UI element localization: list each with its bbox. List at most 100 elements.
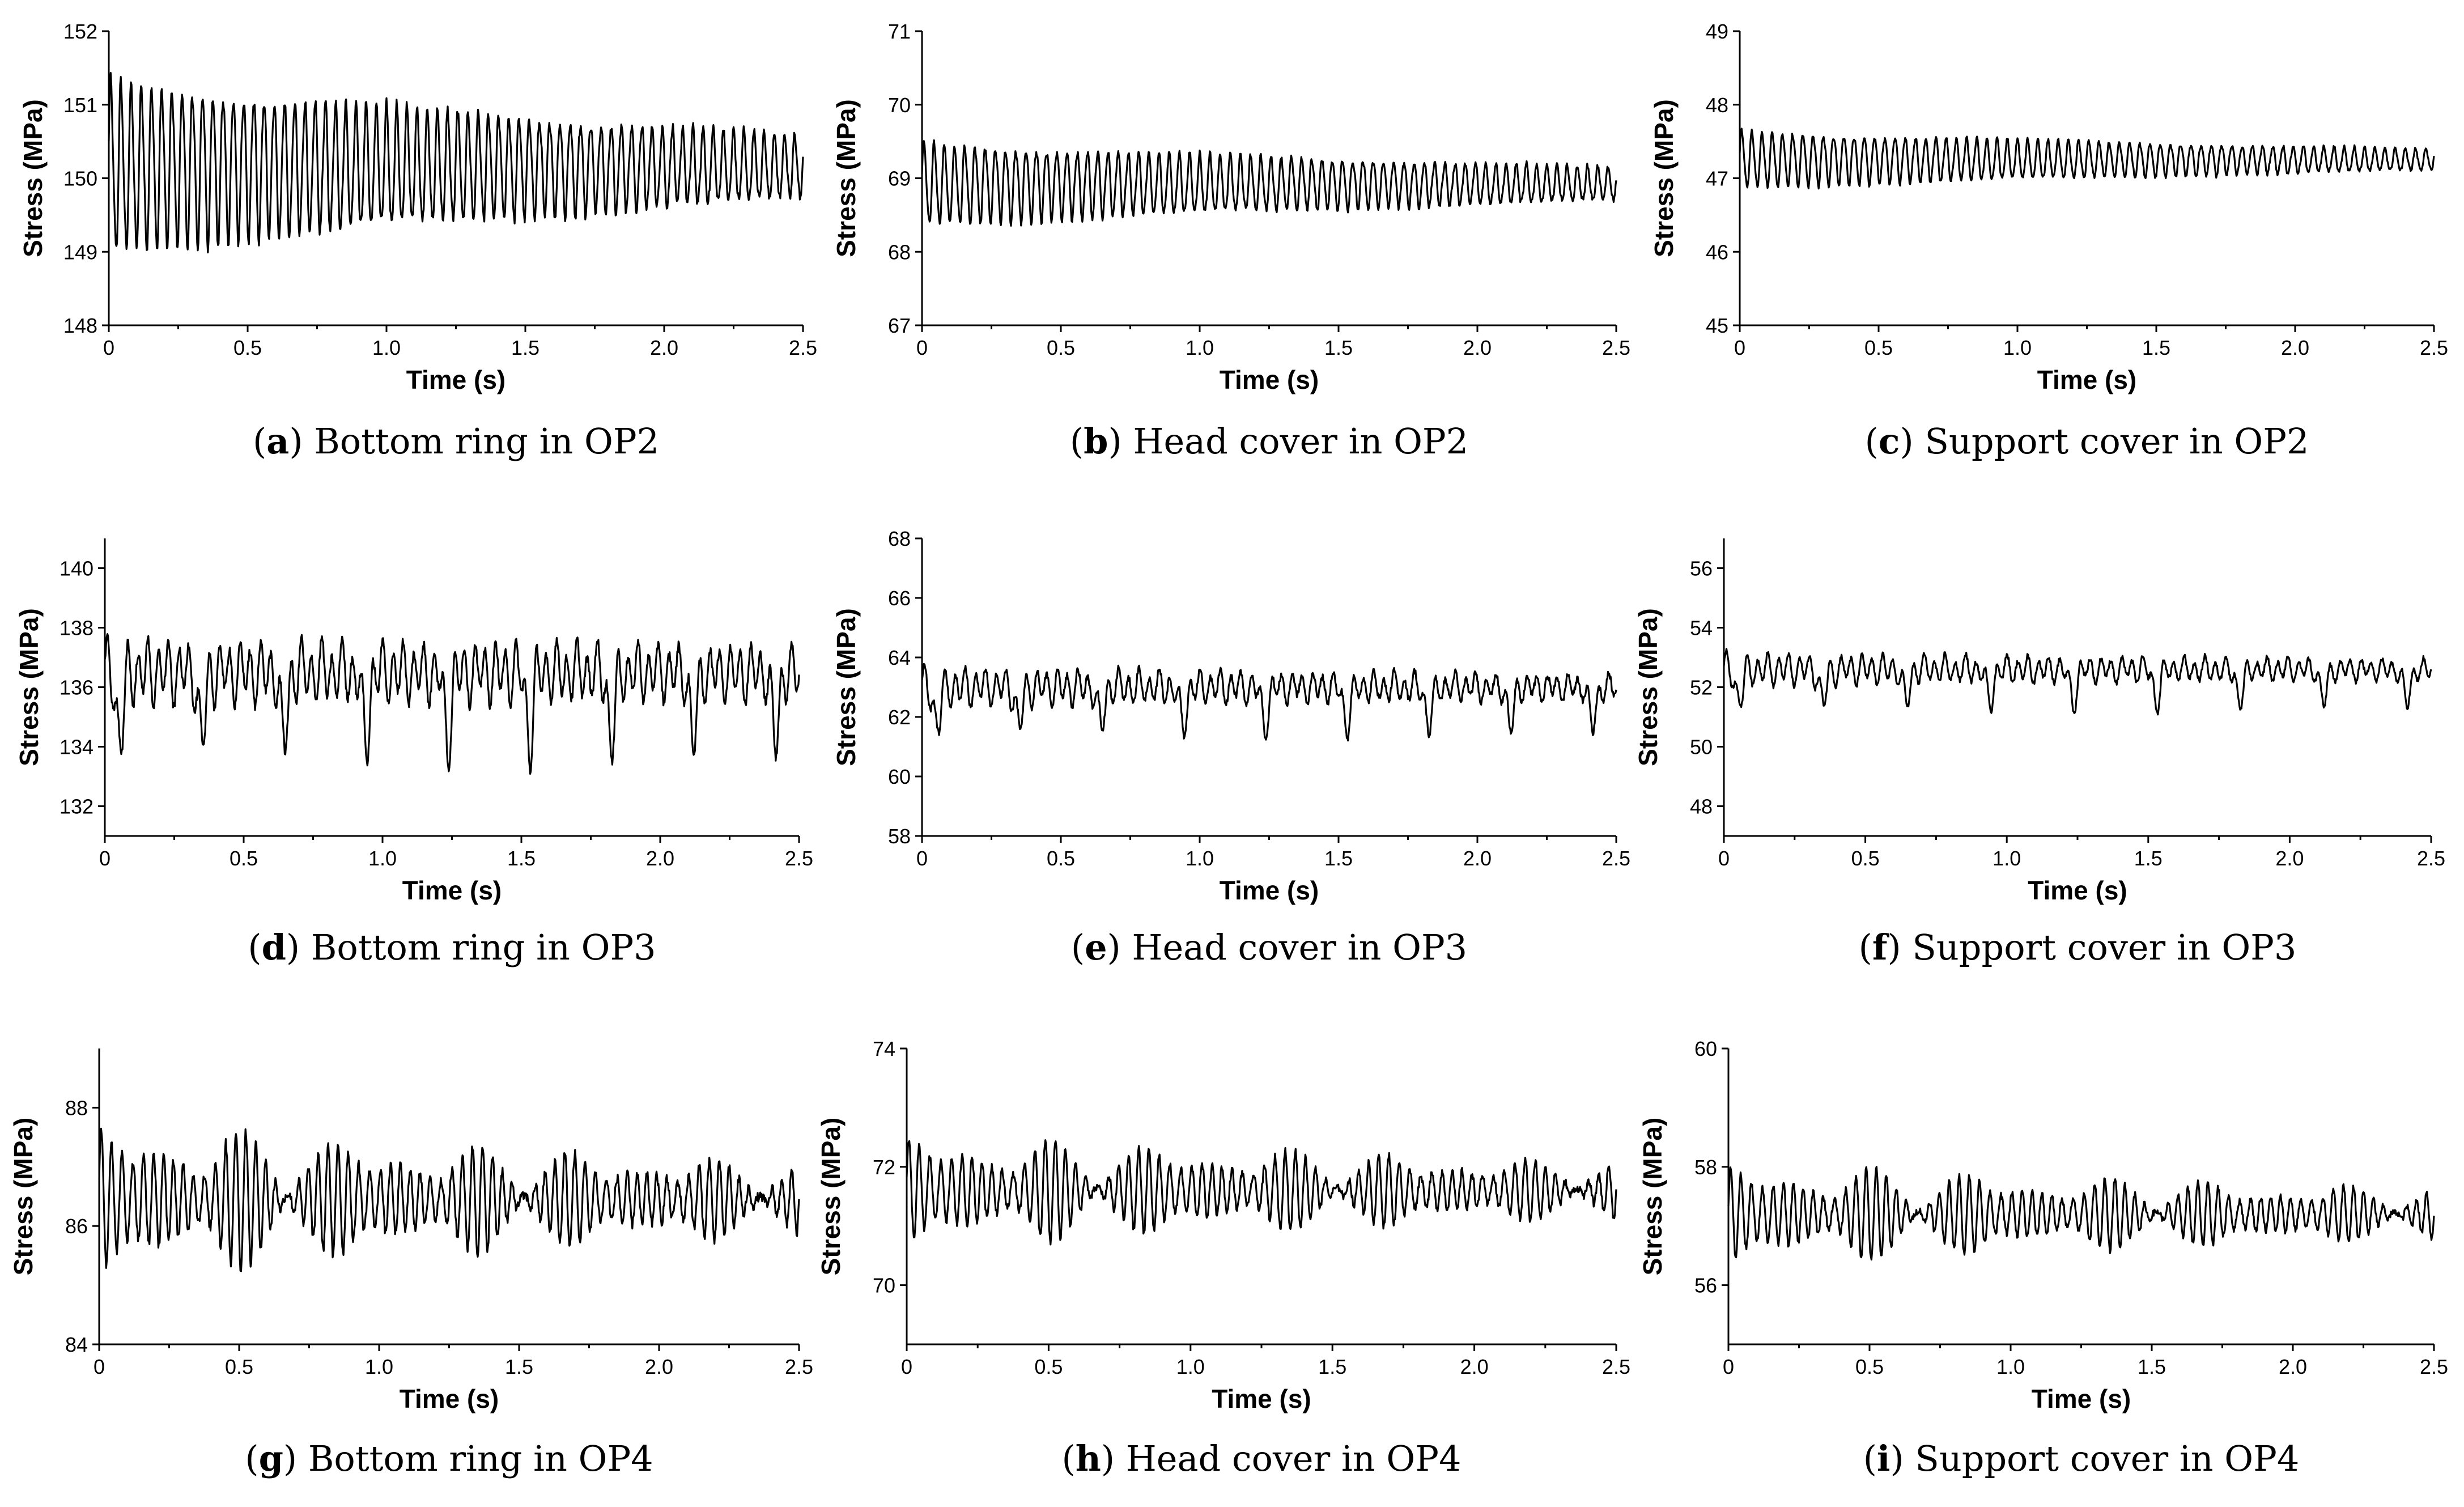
- stress-series-line: [104, 633, 800, 775]
- caption-text: Head cover in OP4: [1126, 1438, 1462, 1479]
- y-tick-label: 47: [1706, 167, 1728, 190]
- x-tick-label: 0: [103, 336, 114, 359]
- y-tick-label: 49: [1706, 20, 1728, 43]
- caption-letter: h: [1076, 1438, 1101, 1479]
- y-tick-label: 48: [1706, 94, 1728, 117]
- caption-paren-close: ): [1890, 1438, 1915, 1479]
- caption-text: Bottom ring in OP2: [314, 421, 659, 462]
- x-tick-label: 2.5: [785, 847, 813, 870]
- x-axis-label: Time (s): [1212, 1384, 1311, 1413]
- caption-paren-close: ): [1108, 421, 1133, 462]
- panel-caption: (d) Bottom ring in OP3: [248, 927, 656, 968]
- x-tick-label: 0: [94, 1355, 105, 1378]
- y-tick-label: 136: [60, 676, 94, 699]
- x-tick-label: 1.5: [507, 847, 536, 870]
- x-tick-label: 0.5: [1047, 336, 1075, 359]
- x-tick-label: 1.5: [1324, 336, 1353, 359]
- y-axis-label: Stress (MPa): [831, 99, 861, 257]
- y-tick-label: 69: [888, 167, 911, 190]
- caption-letter: b: [1084, 421, 1108, 462]
- y-tick-label: 54: [1690, 617, 1713, 640]
- x-tick-label: 2.5: [2420, 336, 2448, 359]
- y-tick-label: 70: [888, 94, 911, 117]
- panel-caption: (e) Head cover in OP3: [1071, 927, 1467, 968]
- y-tick-label: 140: [60, 557, 94, 580]
- caption-letter: g: [259, 1438, 283, 1479]
- caption-paren-open: (: [1070, 421, 1084, 462]
- x-tick-label: 2.5: [785, 1355, 813, 1378]
- x-tick-label: 0.5: [1851, 847, 1880, 870]
- panel-caption: (g) Bottom ring in OP4: [245, 1438, 653, 1479]
- y-tick-label: 66: [888, 587, 911, 610]
- y-tick-label: 72: [873, 1156, 895, 1179]
- y-tick-label: 56: [1690, 557, 1713, 580]
- y-tick-label: 68: [888, 240, 911, 264]
- x-tick-label: 2.0: [1463, 847, 1492, 870]
- stress-series-line: [1727, 1166, 2435, 1261]
- caption-letter: d: [262, 927, 286, 968]
- caption-paren-close: ): [283, 1438, 308, 1479]
- y-tick-label: 138: [60, 617, 94, 640]
- panel-caption: (a) Bottom ring in OP2: [253, 421, 659, 462]
- x-axis-label: Time (s): [406, 365, 506, 394]
- y-axis-label: Stress (MPa): [831, 608, 861, 766]
- y-axis-label: Stress (MPa): [816, 1118, 846, 1276]
- y-axis-label: Stress (MPa): [9, 1118, 38, 1276]
- x-axis-label: Time (s): [2037, 365, 2137, 394]
- y-tick-label: 88: [65, 1096, 88, 1119]
- x-tick-label: 0: [1723, 1355, 1734, 1378]
- x-tick-label: 0: [901, 1355, 912, 1378]
- caption-letter: c: [1879, 421, 1900, 462]
- panel-i: 0 0.5 1.0 1.5 2.0 2.5 56 58 60 Time (s) Stress (MP…: [1638, 1037, 2448, 1479]
- panel-caption: (f) Support cover in OP3: [1859, 927, 2297, 968]
- caption-paren-open: (: [1062, 1438, 1076, 1479]
- x-tick-label: 0: [916, 847, 928, 870]
- caption-letter: f: [1872, 927, 1889, 968]
- y-tick-label: 58: [888, 825, 911, 848]
- y-tick-label: 149: [63, 240, 97, 264]
- x-tick-label: 1.0: [2003, 336, 2032, 359]
- x-tick-label: 2.0: [1460, 1355, 1489, 1378]
- x-tick-label: 2.0: [2275, 847, 2304, 870]
- y-tick-label: 132: [60, 795, 94, 818]
- y-tick-label: 58: [1694, 1156, 1717, 1179]
- y-axis-label: Stress (MPa): [18, 99, 48, 257]
- stress-series-line: [108, 72, 804, 254]
- x-tick-label: 2.5: [2420, 1355, 2448, 1378]
- panel-e: 0 0.5 1.0 1.5 2.0 2.5 58 60 62 64 66 68 Time (s) Stre…: [831, 527, 1630, 968]
- y-tick-label: 48: [1690, 795, 1713, 818]
- x-tick-label: 2.0: [1463, 336, 1492, 359]
- x-tick-label: 1.5: [2142, 336, 2170, 359]
- caption-paren-open: (: [245, 1438, 258, 1479]
- x-tick-label: 0.5: [1855, 1355, 1884, 1378]
- y-tick-label: 64: [888, 646, 911, 669]
- x-axis-label: Time (s): [1220, 365, 1319, 394]
- caption-text: Support cover in OP3: [1912, 927, 2296, 968]
- panel-d: 0 0.5 1.0 1.5 2.0 2.5 132 134 136 138 140 Time (s) S…: [14, 538, 813, 968]
- x-tick-label: 1.5: [511, 336, 539, 359]
- y-axis-label: Stress (MPa): [14, 608, 44, 766]
- x-tick-label: 1.0: [1993, 847, 2021, 870]
- y-tick-label: 134: [60, 736, 94, 759]
- y-tick-label: 148: [63, 314, 97, 337]
- y-tick-label: 56: [1694, 1274, 1717, 1297]
- x-tick-label: 1.0: [372, 336, 401, 359]
- panel-g: 0 0.5 1.0 1.5 2.0 2.5 84 86 88 Time (s) Stress (MP…: [9, 1048, 813, 1479]
- x-tick-label: 1.5: [505, 1355, 533, 1378]
- x-tick-label: 0.5: [1047, 847, 1075, 870]
- x-tick-label: 2.5: [1602, 847, 1630, 870]
- caption-text: Head cover in OP3: [1132, 927, 1467, 968]
- stress-series-line: [1739, 128, 2435, 190]
- y-tick-label: 152: [63, 20, 97, 43]
- x-tick-label: 2.0: [650, 336, 678, 359]
- caption-paren-close: ): [1888, 927, 1913, 968]
- x-tick-label: 2.5: [789, 336, 817, 359]
- x-axis-label: Time (s): [402, 876, 502, 905]
- x-tick-label: 1.5: [1324, 847, 1353, 870]
- x-tick-label: 1.0: [1186, 847, 1214, 870]
- x-tick-label: 2.5: [2417, 847, 2445, 870]
- x-axis-label: Time (s): [2032, 1384, 2131, 1413]
- x-axis-label: Time (s): [400, 1384, 499, 1413]
- x-tick-label: 2.0: [2279, 1355, 2307, 1378]
- y-tick-label: 68: [888, 527, 911, 550]
